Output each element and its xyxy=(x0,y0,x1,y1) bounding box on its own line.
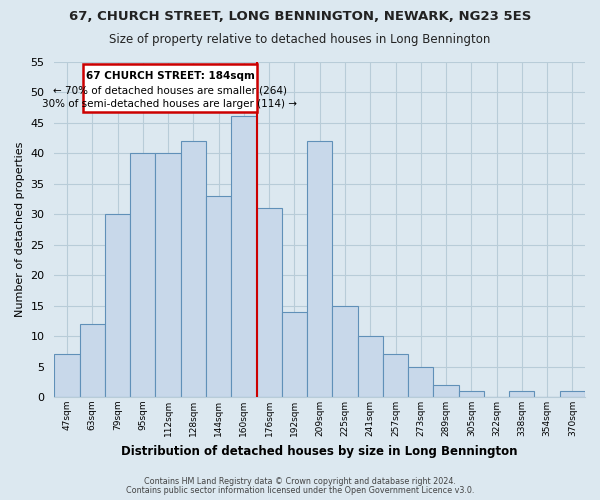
Bar xyxy=(231,116,257,397)
Bar xyxy=(509,391,535,397)
Text: 67, CHURCH STREET, LONG BENNINGTON, NEWARK, NG23 5ES: 67, CHURCH STREET, LONG BENNINGTON, NEWA… xyxy=(69,10,531,23)
Bar xyxy=(55,354,80,397)
Text: Size of property relative to detached houses in Long Bennington: Size of property relative to detached ho… xyxy=(109,32,491,46)
Bar xyxy=(257,208,282,397)
Text: 30% of semi-detached houses are larger (114) →: 30% of semi-detached houses are larger (… xyxy=(43,100,298,110)
Bar xyxy=(105,214,130,397)
Bar xyxy=(408,366,433,397)
Text: Contains HM Land Registry data © Crown copyright and database right 2024.: Contains HM Land Registry data © Crown c… xyxy=(144,477,456,486)
Bar xyxy=(560,391,585,397)
FancyBboxPatch shape xyxy=(83,64,257,112)
X-axis label: Distribution of detached houses by size in Long Bennington: Distribution of detached houses by size … xyxy=(121,444,518,458)
Bar xyxy=(155,153,181,397)
Bar xyxy=(80,324,105,397)
Bar xyxy=(433,385,458,397)
Bar xyxy=(458,391,484,397)
Bar xyxy=(358,336,383,397)
Text: 67 CHURCH STREET: 184sqm: 67 CHURCH STREET: 184sqm xyxy=(86,72,254,82)
Text: ← 70% of detached houses are smaller (264): ← 70% of detached houses are smaller (26… xyxy=(53,86,287,96)
Bar xyxy=(282,312,307,397)
Bar xyxy=(332,306,358,397)
Text: Contains public sector information licensed under the Open Government Licence v3: Contains public sector information licen… xyxy=(126,486,474,495)
Y-axis label: Number of detached properties: Number of detached properties xyxy=(15,142,25,317)
Bar xyxy=(206,196,231,397)
Bar xyxy=(181,141,206,397)
Bar xyxy=(130,153,155,397)
Bar xyxy=(307,141,332,397)
Bar xyxy=(383,354,408,397)
